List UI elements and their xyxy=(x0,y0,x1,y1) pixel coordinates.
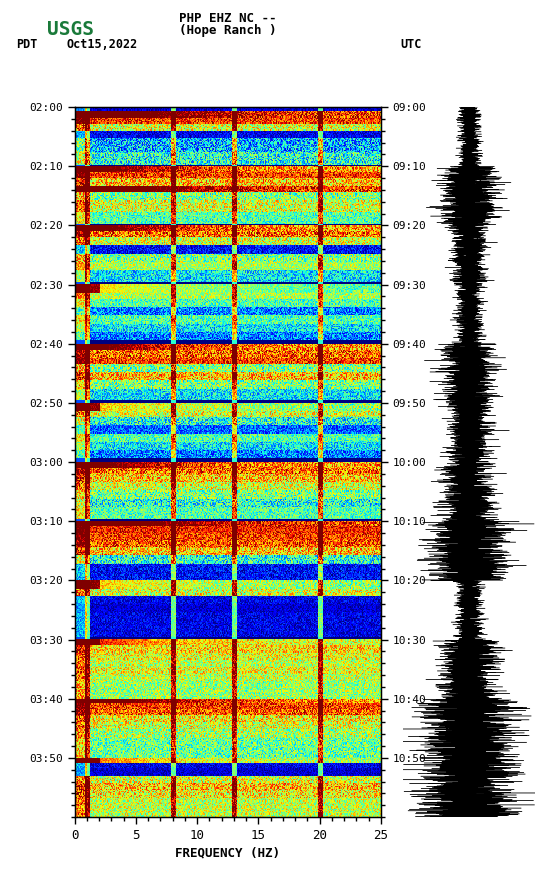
Text: PHP EHZ NC --: PHP EHZ NC -- xyxy=(179,12,277,25)
Text: (Hope Ranch ): (Hope Ranch ) xyxy=(179,24,277,38)
Text: Oct15,2022: Oct15,2022 xyxy=(66,38,137,52)
Text: PDT: PDT xyxy=(17,38,38,52)
Text: UTC: UTC xyxy=(400,38,422,52)
X-axis label: FREQUENCY (HZ): FREQUENCY (HZ) xyxy=(175,846,280,859)
Text: USGS: USGS xyxy=(47,20,94,38)
